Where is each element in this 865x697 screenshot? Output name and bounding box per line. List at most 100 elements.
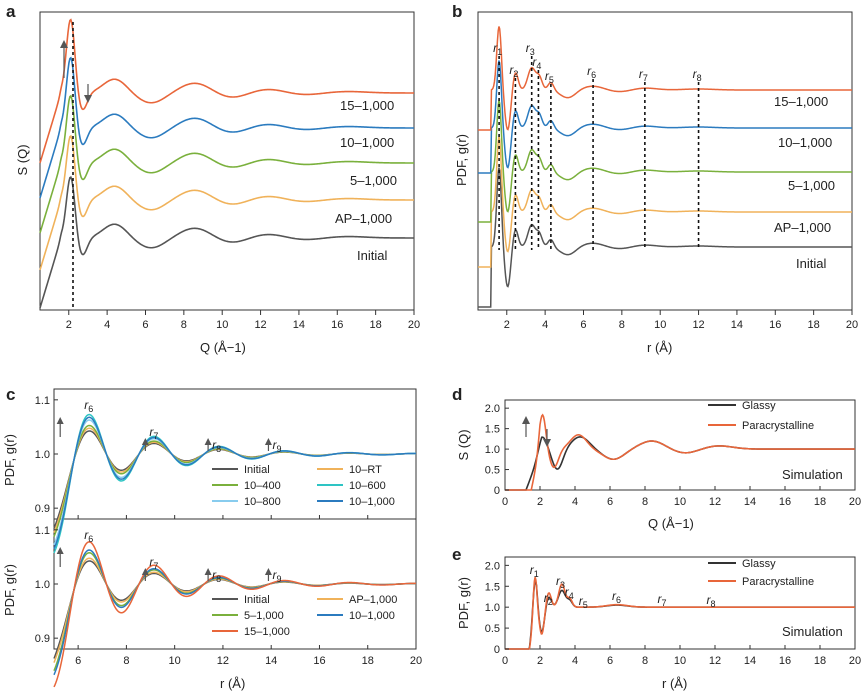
panel-c-ytick-label: 1.1 xyxy=(35,395,50,407)
panel-c-ytick-label: 1.0 xyxy=(35,579,50,591)
panel-c-xtick-label: 18 xyxy=(362,655,374,667)
panel-b-xtick-label: 6 xyxy=(580,319,586,331)
panel-a-xtick-label: 14 xyxy=(293,319,305,331)
panel-a-xlabel: Q (Å−1) xyxy=(200,340,246,355)
panel-d-down-arrow-head xyxy=(543,439,551,447)
panel-b-xtick-label: 10 xyxy=(654,319,666,331)
panel-a-curve-initial xyxy=(39,175,414,309)
panel-e-xtick-label: 12 xyxy=(709,655,721,667)
panel-b-xtick-label: 2 xyxy=(504,319,510,331)
panel-c-bottom-legend-label: 10–1,000 xyxy=(349,610,395,622)
panel-c-peak-arrow-head xyxy=(56,547,64,554)
panel-d-xtick-label: 4 xyxy=(572,496,578,508)
panel-e-curve-paracrystalline xyxy=(505,577,855,650)
panel-c-xtick-label: 6 xyxy=(75,655,81,667)
panel-e-xtick-label: 20 xyxy=(849,655,861,667)
panel-a-curve-ap-1000 xyxy=(39,134,414,271)
panel-c-top-legend-label: 10–1,000 xyxy=(349,496,395,508)
panel-a-label-15-1000: 15–1,000 xyxy=(340,98,394,113)
panel-b-curve-15-1000 xyxy=(478,26,852,131)
panel-d-ylabel: S (Q) xyxy=(456,429,471,460)
panel-e-peak-label: r7 xyxy=(658,592,667,608)
panel-b-xtick-label: 8 xyxy=(619,319,625,331)
panel-e-xtick-label: 4 xyxy=(572,655,578,667)
panel-a-label-10-1000: 10–1,000 xyxy=(340,135,394,150)
panel-c-ytick-label: 0.9 xyxy=(35,633,50,645)
panel-b-xtick-label: 20 xyxy=(846,319,858,331)
panel-c-ytick-label: 0.9 xyxy=(35,503,50,515)
panel-b-peak-label: r7 xyxy=(639,67,648,83)
panel-d: 0 2 4 6 8 10 12 14 16 18 20 0 0.5 1.0 1.5 2.0 Glassy Pa… xyxy=(456,399,861,531)
panel-b-xtick-label: 12 xyxy=(692,319,704,331)
panel-c-top-legend-label: 10–RT xyxy=(349,464,382,476)
panel-c-peak-label: r7 xyxy=(149,555,158,571)
panel-a: 15–1,000 10–1,000 5–1,000 AP–1,000 Initi… xyxy=(15,11,420,355)
panel-e-xtick-label: 6 xyxy=(607,655,613,667)
panel-d-xtick-label: 20 xyxy=(849,496,861,508)
panel-b-label-ap-1000: AP–1,000 xyxy=(774,220,831,235)
panel-c-peak-arrow-head xyxy=(56,417,64,424)
panel-b-peak-label: r4 xyxy=(532,55,541,71)
panel-b-peak-label: r5 xyxy=(545,69,554,85)
panel-e-ytick-label: 1.0 xyxy=(485,602,500,614)
panel-e-ylabel: PDF, g(r) xyxy=(456,577,471,629)
panel-c: r6 r7 r8 r9 r6 r7 r8 r9 6 8 10 12 14 16 18 20 0.9 1.0 1.1… xyxy=(2,388,422,691)
panel-c-peak-arrow-head xyxy=(141,568,149,575)
panel-c-xtick-label: 12 xyxy=(217,655,229,667)
panel-d-xtick-label: 6 xyxy=(607,496,613,508)
panel-b-label-10-1000: 10–1,000 xyxy=(778,135,832,150)
panel-c-peak-label: r8 xyxy=(212,568,221,584)
panel-c-peak-arrow-head xyxy=(204,438,212,445)
panel-c-bottom-legend-label: 15–1,000 xyxy=(244,626,290,638)
panel-e-xtick-label: 18 xyxy=(814,655,826,667)
panel-c-xtick-label: 20 xyxy=(410,655,422,667)
panel-c-top-legend-label: Initial xyxy=(244,464,270,476)
panel-d-xlabel: Q (Å−1) xyxy=(648,516,694,531)
panel-c-top-legend-label: 10–600 xyxy=(349,480,386,492)
panel-b-label-5-1000: 5–1,000 xyxy=(788,178,835,193)
panel-e-simulation-note: Simulation xyxy=(782,624,843,639)
panel-e-peak-label: r6 xyxy=(612,589,621,605)
panel-a-xtick-label: 6 xyxy=(142,319,148,331)
panel-c-ylabel-top: PDF, g(r) xyxy=(2,434,17,486)
panel-e-xtick-label: 0 xyxy=(502,655,508,667)
panel-c-peak-label: r9 xyxy=(272,438,281,454)
panel-a-label-5-1000: 5–1,000 xyxy=(350,173,397,188)
panel-d-label: d xyxy=(452,385,462,404)
panel-c-bottom-curve-15-1000 xyxy=(53,541,416,688)
panel-b-curve-5-1000 xyxy=(478,100,852,223)
panel-c-peak-arrow-head xyxy=(264,568,272,575)
panel-b-peak-label: r1 xyxy=(493,41,502,57)
panel-c-top-curve-10-1000 xyxy=(53,416,416,550)
panel-b-label-15-1000: 15–1,000 xyxy=(774,94,828,109)
panel-d-ytick-label: 0.5 xyxy=(485,465,500,477)
panel-a-label-ap-1000: AP–1,000 xyxy=(335,211,392,226)
panel-c-ylabel-bottom: PDF, g(r) xyxy=(2,564,17,616)
panel-a-down-arrow-head xyxy=(84,95,92,103)
panel-b-peak-label: r2 xyxy=(509,63,518,79)
panel-e-peak-label: r5 xyxy=(579,594,588,610)
panel-c-peak-label: r6 xyxy=(84,528,93,544)
panel-a-xtick-label: 18 xyxy=(370,319,382,331)
panel-e-peak-label: r1 xyxy=(530,563,539,579)
panel-d-ytick-label: 2.0 xyxy=(485,403,500,415)
panel-e-ytick-label: 0.5 xyxy=(485,623,500,635)
panel-c-peak-label: r8 xyxy=(212,438,221,454)
panel-e-label: e xyxy=(452,545,461,564)
panel-d-xtick-label: 18 xyxy=(814,496,826,508)
panel-b-xtick-label: 16 xyxy=(769,319,781,331)
panel-a-curve-5-1000 xyxy=(39,94,414,234)
panel-d-xtick-label: 12 xyxy=(709,496,721,508)
panel-e-xtick-label: 14 xyxy=(744,655,756,667)
panel-a-xtick-label: 10 xyxy=(216,319,228,331)
panel-a-ylabel: S (Q) xyxy=(15,144,30,175)
panel-c-label: c xyxy=(6,385,15,404)
panel-c-xtick-label: 10 xyxy=(169,655,181,667)
panel-b-curve-10-1000 xyxy=(478,60,852,174)
panel-d-ytick-label: 1.0 xyxy=(485,444,500,456)
panel-e-xlabel: r (Å) xyxy=(662,676,687,691)
panel-c-bottom-legend-label: Initial xyxy=(244,594,270,606)
